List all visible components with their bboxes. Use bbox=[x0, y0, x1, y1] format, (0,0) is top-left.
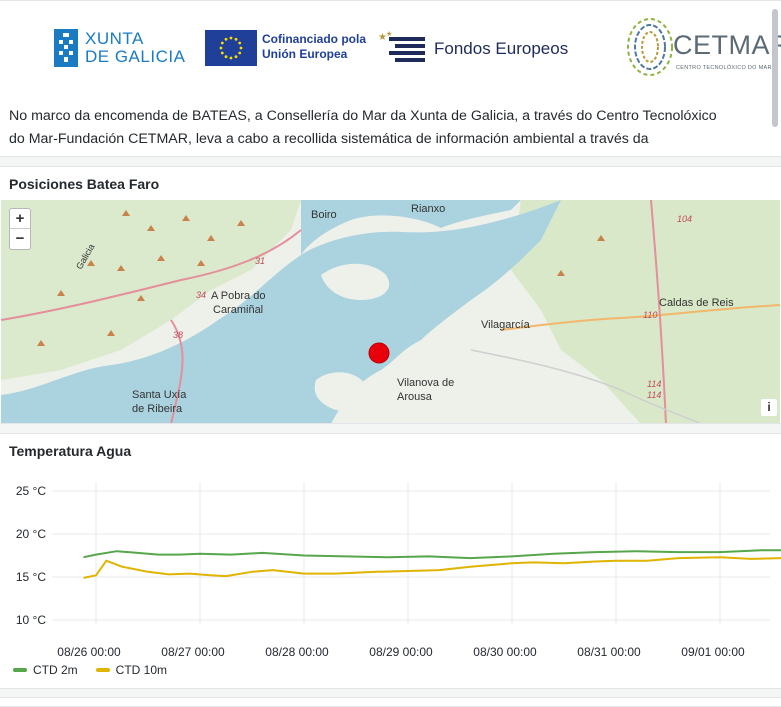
label-pobra-1: A Pobra do bbox=[211, 290, 265, 302]
fondos-label: Fondos Europeos bbox=[434, 39, 568, 59]
x-tick-label: 08/26 00:00 bbox=[57, 645, 121, 659]
svg-text:★: ★ bbox=[386, 30, 392, 38]
label-boiro: Boiro bbox=[311, 209, 337, 221]
xunta-logo: XUNTA DE GALICIA bbox=[54, 29, 184, 69]
intro-text-line1: No marco da encomenda de BATEAS, a Conse… bbox=[9, 105, 769, 128]
road-number: 114 bbox=[647, 379, 661, 389]
y-tick-label: 20 °C bbox=[16, 527, 46, 541]
eu-line2: Unión Europea bbox=[262, 47, 347, 61]
label-vilagarcia: Vilagarcía bbox=[481, 319, 531, 331]
series-line-ctd-10m bbox=[84, 555, 781, 578]
map-area[interactable]: Boiro Rianxo A Pobra do Caramiñal Vilaga… bbox=[1, 200, 780, 424]
zoom-out-button[interactable]: − bbox=[10, 229, 30, 249]
label-vilanova-1: Vilanova de bbox=[397, 377, 454, 389]
eu-flag-icon bbox=[205, 30, 257, 66]
eu-line1: Cofinanciado pola bbox=[262, 32, 366, 46]
y-tick-label: 25 °C bbox=[16, 484, 46, 498]
next-panel bbox=[0, 697, 781, 707]
road-number: 114 bbox=[647, 390, 661, 400]
xunta-line1: XUNTA bbox=[85, 29, 144, 48]
intro-text: No marco da encomenda de BATEAS, a Conse… bbox=[9, 105, 769, 151]
label-rianxo: Rianxo bbox=[411, 203, 445, 215]
x-tick-label: 08/27 00:00 bbox=[161, 645, 225, 659]
legend-label: CTD 10m bbox=[116, 663, 167, 677]
y-tick-label: 15 °C bbox=[16, 570, 46, 584]
legend-swatch bbox=[13, 668, 27, 672]
fondos-flag-icon: ★ ★ bbox=[377, 29, 429, 67]
road-number: 38 bbox=[173, 330, 183, 340]
temperature-chart[interactable]: 25 °C 20 °C 15 °C 10 °C 08/26 00:00 08/27 00:… bbox=[0, 434, 781, 659]
attribution-info-button[interactable]: i bbox=[761, 399, 777, 416]
road-number: 110 bbox=[643, 310, 657, 320]
eu-logo: Cofinanciado pola Unión Europea bbox=[205, 29, 375, 69]
intro-scrollbar[interactable] bbox=[772, 9, 778, 127]
cetmar-logo: CETMAR CENTRO TECNOLÓXICO DO MAR bbox=[626, 17, 781, 81]
map-canvas[interactable]: Boiro Rianxo A Pobra do Caramiñal Vilaga… bbox=[1, 200, 780, 424]
x-tick-label: 09/01 00:00 bbox=[681, 645, 745, 659]
label-pobra-2: Caramiñal bbox=[213, 304, 263, 316]
zoom-in-button[interactable]: + bbox=[10, 209, 30, 229]
legend-label: CTD 2m bbox=[33, 663, 78, 677]
x-tick-label: 08/29 00:00 bbox=[369, 645, 433, 659]
road-number: 104 bbox=[677, 214, 692, 224]
xunta-shield-icon bbox=[54, 29, 78, 67]
label-santa-1: Santa Uxía bbox=[132, 389, 187, 401]
label-santa-2: de Ribeira bbox=[132, 403, 183, 415]
y-tick-label: 10 °C bbox=[16, 613, 46, 627]
xunta-line2: DE GALICIA bbox=[85, 47, 185, 66]
road-number: 31 bbox=[255, 256, 265, 266]
cetmar-subtitle: CENTRO TECNOLÓXICO DO MAR bbox=[676, 65, 772, 71]
legend-swatch bbox=[96, 668, 110, 672]
logo-strip: XUNTA DE GALICIA Cofinanciado pola Unión… bbox=[0, 15, 781, 81]
intro-text-line2: do Mar-Fundación CETMAR, leva a cabo a r… bbox=[9, 128, 769, 151]
x-tick-label: 08/31 00:00 bbox=[577, 645, 641, 659]
cetmar-label: CETMAR bbox=[673, 30, 781, 61]
label-vilanova-2: Arousa bbox=[397, 391, 433, 403]
chart-legend: CTD 2m CTD 10m bbox=[13, 663, 167, 677]
map-panel: Posiciones Batea Faro bbox=[0, 166, 781, 424]
road-number: 34 bbox=[196, 290, 206, 300]
series-line-ctd-2m bbox=[84, 545, 781, 558]
map-panel-title: Posiciones Batea Faro bbox=[9, 176, 159, 192]
x-tick-label: 08/28 00:00 bbox=[265, 645, 329, 659]
batea-position-marker[interactable] bbox=[369, 343, 389, 363]
legend-item-ctd-2m[interactable]: CTD 2m bbox=[13, 663, 78, 677]
intro-panel: XUNTA DE GALICIA Cofinanciado pola Unión… bbox=[0, 0, 781, 157]
legend-item-ctd-10m[interactable]: CTD 10m bbox=[96, 663, 167, 677]
zoom-control: + − bbox=[9, 208, 31, 250]
cetmar-emblem-icon bbox=[626, 17, 674, 77]
label-caldas: Caldas de Reis bbox=[659, 297, 734, 309]
x-tick-label: 08/30 00:00 bbox=[473, 645, 537, 659]
fondos-logo: ★ ★ Fondos Europeos bbox=[377, 29, 577, 69]
